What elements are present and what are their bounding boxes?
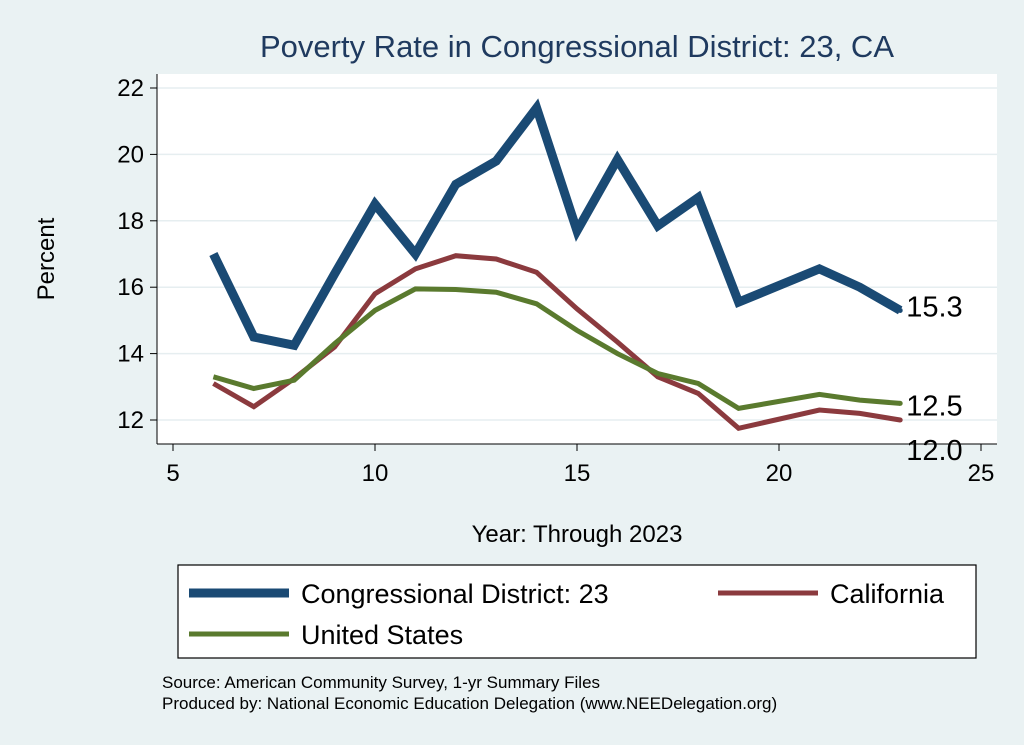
- y-tick-label: 22: [117, 75, 144, 102]
- x-tick-label: 15: [564, 460, 591, 487]
- x-tick-label: 20: [766, 460, 793, 487]
- legend-label: California: [830, 579, 945, 609]
- x-axis-label: Year: Through 2023: [472, 521, 683, 548]
- y-tick-label: 14: [117, 341, 144, 368]
- y-tick-label: 16: [117, 274, 144, 301]
- plot-area: [157, 74, 997, 444]
- legend-label: Congressional District: 23: [301, 579, 609, 609]
- end-labels: 15.3 12.0 12.5: [906, 291, 962, 467]
- legend: Congressional District: 23 California Unit…: [189, 579, 945, 650]
- series-line-0: [209, 98, 903, 351]
- end-value-label: 12.5: [906, 390, 962, 422]
- source-note: Source: American Community Survey, 1-yr …: [162, 673, 600, 692]
- x-tick-label: 10: [362, 460, 389, 487]
- producer-note: Produced by: National Economic Education…: [162, 694, 777, 713]
- x-tick-label: 5: [166, 460, 179, 487]
- legend-label: United States: [301, 620, 463, 650]
- y-tick-label: 20: [117, 141, 144, 168]
- legend-box: [177, 564, 977, 659]
- y-axis-label: Percent: [33, 217, 60, 300]
- y-tick-label: 12: [117, 407, 144, 434]
- x-tick-label: 25: [968, 460, 995, 487]
- series-line-2: [212, 286, 901, 412]
- y-tick-label: 18: [117, 208, 144, 235]
- end-value-label: 15.3: [906, 291, 962, 323]
- x-ticks: 5 10 15 20 25: [166, 444, 994, 487]
- series-end-point: [897, 400, 903, 406]
- end-value-label: 12.0: [906, 435, 962, 467]
- series-end-point: [897, 307, 903, 313]
- chart-title: Poverty Rate in Congressional District: …: [260, 29, 894, 64]
- y-ticks: 12 14 16 18 20 22: [117, 75, 157, 434]
- series-lines: [209, 98, 903, 432]
- series-end-point: [897, 417, 903, 423]
